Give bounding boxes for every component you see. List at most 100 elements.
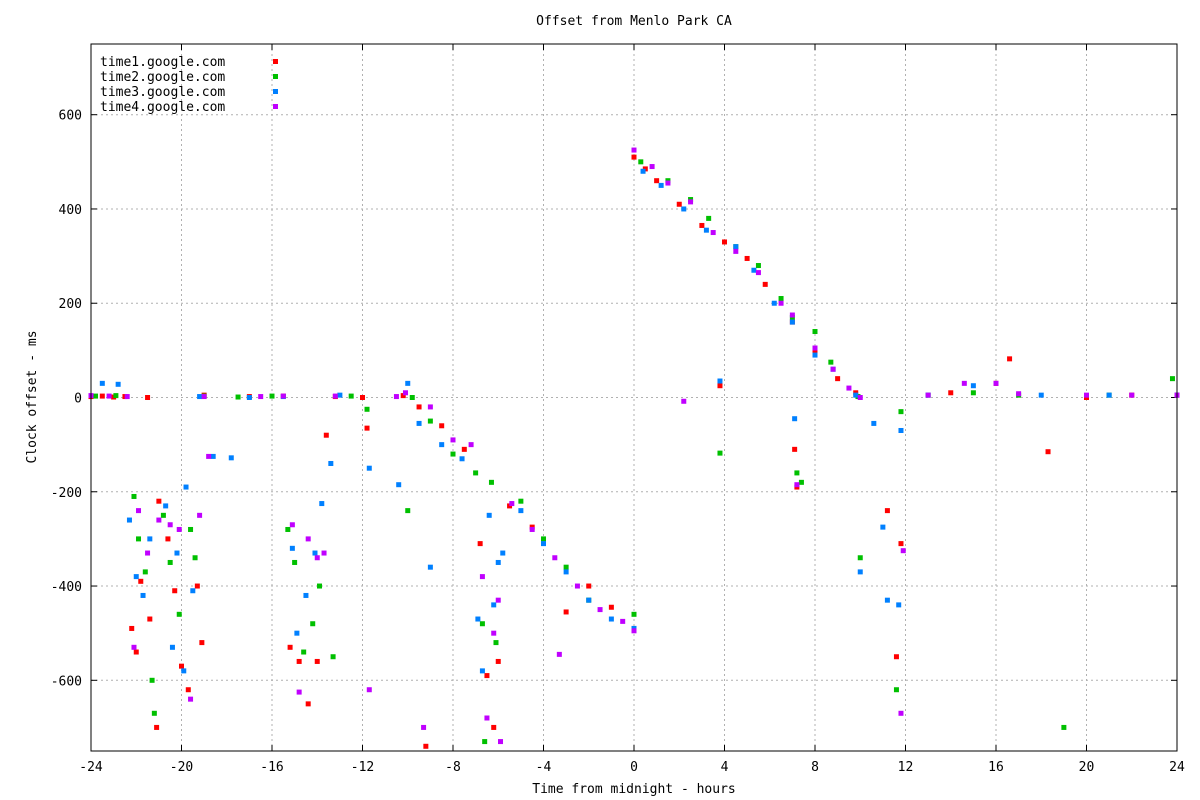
data-point — [518, 498, 524, 504]
data-point — [314, 555, 320, 561]
data-point — [491, 630, 497, 636]
legend-marker — [273, 104, 278, 109]
data-point — [149, 677, 155, 683]
data-point — [898, 409, 904, 415]
data-point — [640, 168, 646, 174]
data-point — [136, 536, 142, 542]
data-point — [835, 376, 841, 382]
data-point — [484, 673, 490, 679]
data-point — [812, 345, 818, 351]
data-point — [563, 564, 569, 570]
data-point — [495, 559, 501, 565]
x-axis-label: Time from midnight - hours — [532, 782, 736, 797]
y-tick-label: -200 — [51, 486, 82, 501]
data-point — [654, 178, 660, 184]
data-point — [156, 498, 162, 504]
data-point — [416, 420, 422, 426]
data-point — [884, 597, 890, 603]
data-point — [303, 592, 309, 598]
data-point — [99, 380, 105, 386]
data-point — [893, 654, 899, 660]
data-point — [898, 710, 904, 716]
x-tick-label: -20 — [170, 760, 193, 775]
data-point — [301, 649, 307, 655]
data-point — [631, 628, 637, 634]
data-point — [871, 420, 877, 426]
chart-title: Offset from Menlo Park CA — [536, 14, 732, 29]
data-point — [552, 555, 558, 561]
legend-label: time2.google.com — [100, 70, 225, 85]
data-point — [292, 559, 298, 565]
data-point — [970, 390, 976, 396]
data-point — [450, 451, 456, 457]
x-tick-label: 16 — [988, 760, 1004, 775]
data-point — [427, 404, 433, 410]
data-point — [792, 446, 798, 452]
data-point — [1007, 356, 1013, 362]
data-point — [722, 239, 727, 245]
data-point — [495, 658, 501, 664]
x-tick-label: 8 — [811, 760, 819, 775]
data-point — [574, 583, 580, 589]
data-point — [287, 644, 293, 650]
data-point — [136, 508, 142, 514]
data-point — [509, 501, 515, 507]
data-point — [439, 442, 445, 448]
data-point — [439, 423, 445, 429]
data-point — [328, 460, 334, 466]
data-point — [140, 592, 146, 598]
data-point — [717, 378, 723, 384]
data-point — [138, 578, 144, 584]
data-point — [586, 597, 592, 603]
data-point — [185, 687, 191, 693]
data-point — [393, 394, 399, 400]
data-point — [206, 453, 212, 459]
data-point — [631, 154, 637, 160]
data-point — [113, 393, 119, 399]
data-point — [498, 739, 504, 745]
data-point — [246, 395, 252, 400]
data-point — [884, 508, 890, 514]
y-tick-label: -600 — [51, 674, 82, 689]
data-point — [479, 668, 485, 674]
data-point — [321, 550, 327, 556]
legend-label: time3.google.com — [100, 85, 225, 100]
data-point — [330, 654, 336, 660]
data-point — [450, 437, 456, 443]
data-point — [925, 392, 931, 398]
data-point — [115, 381, 121, 387]
legend-marker — [273, 74, 278, 79]
data-point — [658, 182, 664, 188]
data-point — [830, 366, 836, 372]
data-point — [197, 512, 203, 518]
data-point — [608, 604, 614, 610]
data-point — [188, 696, 194, 702]
y-tick-label: 400 — [59, 203, 82, 218]
data-point — [500, 550, 506, 556]
plot-frame — [90, 43, 1178, 752]
data-point — [228, 455, 234, 461]
data-point — [751, 267, 757, 273]
data-point — [167, 559, 173, 565]
data-point — [396, 482, 402, 488]
data-point — [468, 442, 474, 448]
data-point — [846, 385, 852, 391]
data-point — [789, 312, 795, 318]
x-tick-label: 0 — [630, 760, 638, 775]
data-point — [409, 395, 415, 400]
data-point — [495, 597, 501, 603]
data-point — [147, 616, 153, 622]
x-tick-label: 12 — [898, 760, 914, 775]
y-tick-label: 200 — [59, 297, 82, 312]
data-point — [717, 450, 723, 456]
data-point — [556, 651, 562, 657]
data-point — [400, 393, 406, 399]
data-point — [541, 536, 546, 542]
data-point — [192, 555, 198, 561]
data-point — [676, 201, 682, 207]
x-tick-label: -24 — [79, 760, 103, 775]
data-point — [733, 244, 739, 250]
data-point — [124, 394, 130, 400]
data-point — [181, 668, 187, 674]
